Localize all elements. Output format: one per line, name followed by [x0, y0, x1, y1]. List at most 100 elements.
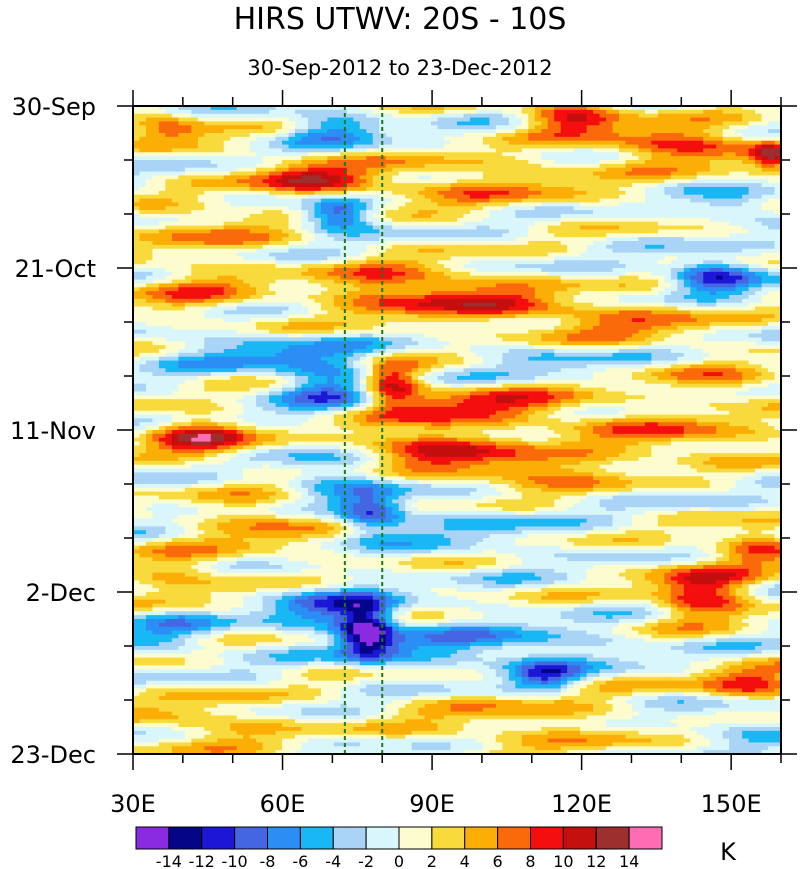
heatmap-cell	[353, 217, 361, 223]
heatmap-cell	[683, 171, 691, 177]
heatmap-cell	[288, 113, 296, 119]
heatmap-cell	[521, 264, 529, 269]
heatmap-cell	[424, 109, 432, 115]
heatmap-cell	[593, 217, 601, 223]
heatmap-cell	[145, 291, 154, 296]
heatmap-cell	[314, 229, 322, 234]
heatmap-cell	[152, 117, 160, 123]
heatmap-cell	[405, 225, 413, 231]
heatmap-cell	[236, 241, 244, 246]
heatmap-cell	[282, 190, 290, 196]
heatmap-cell	[236, 140, 244, 146]
heatmap-cell	[534, 283, 542, 288]
heatmap-cell	[463, 210, 471, 215]
heatmap-cell	[631, 113, 640, 119]
heatmap-cell	[554, 187, 562, 192]
heatmap-cell	[560, 163, 568, 169]
heatmap-cell	[139, 125, 147, 130]
heatmap-cell	[573, 256, 581, 261]
heatmap-cell	[586, 167, 594, 173]
heatmap-cell	[327, 214, 335, 219]
heatmap-cell	[197, 109, 205, 115]
heatmap-cell	[593, 225, 601, 231]
heatmap-cell	[670, 283, 678, 288]
heatmap-cell	[295, 190, 303, 196]
heatmap-cell	[502, 109, 510, 115]
heatmap-cell	[554, 233, 562, 238]
heatmap-cell	[586, 136, 594, 142]
heatmap-cell	[670, 113, 678, 119]
heatmap-cell	[295, 202, 303, 207]
heatmap-cell	[327, 283, 335, 288]
heatmap-cell	[301, 194, 309, 200]
heatmap-cell	[288, 125, 296, 130]
heatmap-cell	[204, 214, 212, 219]
heatmap-cell	[716, 121, 724, 126]
heatmap-cell	[450, 260, 458, 265]
heatmap-cell	[528, 183, 536, 188]
heatmap-cell	[295, 152, 303, 157]
heatmap-cell	[755, 183, 763, 188]
heatmap-cell	[573, 125, 581, 130]
heatmap-cell	[664, 187, 672, 192]
heatmap-cell	[560, 295, 568, 300]
heatmap-cell	[586, 202, 594, 207]
heatmap-cell	[340, 109, 348, 115]
heatmap-cell	[372, 194, 380, 200]
heatmap-cell	[288, 190, 296, 196]
heatmap-cell	[651, 167, 659, 173]
heatmap-cell	[379, 136, 387, 142]
heatmap-cell	[644, 229, 652, 234]
heatmap-cell	[469, 217, 478, 223]
heatmap-cell	[379, 187, 387, 192]
heatmap-cell	[495, 225, 503, 231]
heatmap-cell	[301, 252, 309, 258]
heatmap-cell	[327, 210, 335, 215]
heatmap-cell	[606, 275, 614, 281]
heatmap-cell	[171, 152, 179, 157]
heatmap-cell	[385, 264, 393, 269]
heatmap-cell	[690, 291, 698, 296]
heatmap-cell	[573, 171, 581, 177]
heatmap-cell	[489, 210, 497, 215]
heatmap-cell	[204, 295, 212, 300]
heatmap-cell	[748, 217, 756, 223]
heatmap-cell	[269, 275, 277, 281]
heatmap-cell	[165, 202, 173, 207]
heatmap-cell	[508, 271, 516, 277]
heatmap-cell	[340, 136, 348, 142]
heatmap-cell	[346, 179, 354, 184]
heatmap-cell	[333, 198, 341, 204]
heatmap-cell	[353, 160, 361, 165]
heatmap-cell	[547, 264, 555, 269]
heatmap-cell	[567, 156, 575, 161]
heatmap-cell	[418, 129, 426, 134]
heatmap-cell	[249, 217, 257, 223]
heatmap-cell	[398, 167, 406, 173]
heatmap-cell	[547, 160, 555, 165]
heatmap-cell	[223, 214, 231, 219]
heatmap-cell	[573, 133, 581, 138]
heatmap-cell	[625, 241, 633, 246]
heatmap-cell	[735, 160, 743, 165]
heatmap-cell	[346, 214, 354, 219]
heatmap-cell	[567, 133, 575, 138]
heatmap-cell	[133, 271, 141, 277]
heatmap-cell	[476, 271, 484, 277]
heatmap-cell	[320, 275, 328, 281]
heatmap-cell	[288, 225, 296, 231]
heatmap-cell	[606, 156, 614, 161]
heatmap-cell	[696, 210, 704, 215]
heatmap-cell	[742, 283, 750, 288]
heatmap-cell	[528, 190, 536, 196]
heatmap-cell	[463, 113, 471, 119]
heatmap-cell	[657, 125, 665, 130]
heatmap-cell	[619, 210, 627, 215]
heatmap-cell	[437, 295, 445, 300]
heatmap-cell	[282, 156, 290, 161]
heatmap-cell	[722, 167, 730, 173]
heatmap-cell	[521, 136, 529, 142]
heatmap-cell	[301, 268, 309, 273]
heatmap-cell	[243, 133, 251, 138]
heatmap-cell	[748, 198, 756, 204]
